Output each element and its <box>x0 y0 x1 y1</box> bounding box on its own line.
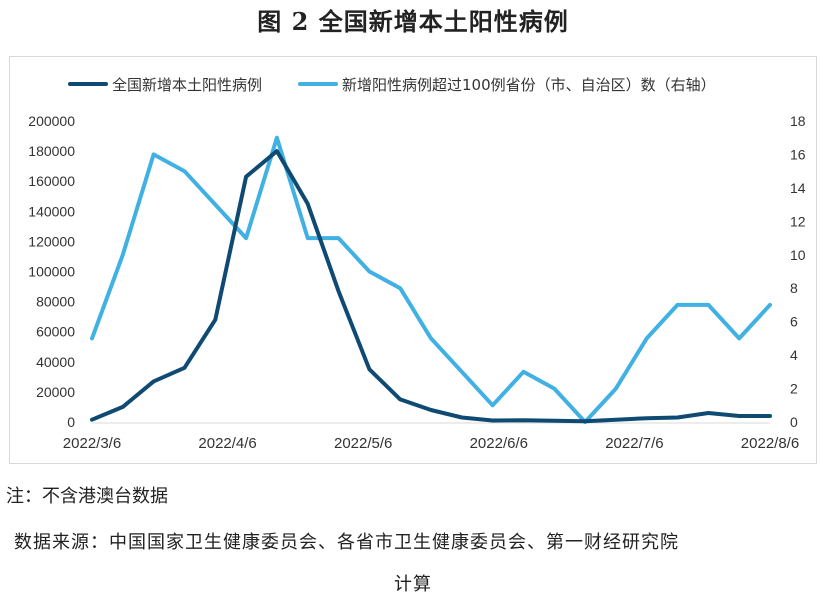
y-right-tick-label: 12 <box>790 213 806 229</box>
y-right-tick-label: 16 <box>790 146 806 162</box>
source-note: 数据来源：中国国家卫生健康委员会、各省市卫生健康委员会、第一财经研究院 <box>14 532 679 553</box>
x-tick-label: 2022/5/6 <box>334 435 392 452</box>
legend-item-provinces-over-100-label: 新增阳性病例超过100例省份（市、自治区）数（右轴） <box>342 76 716 94</box>
chart-frame <box>9 56 817 464</box>
x-tick-label: 2022/3/6 <box>63 435 121 452</box>
y-left-tick-label: 100000 <box>28 264 75 280</box>
y-left-tick-label: 200000 <box>28 113 75 129</box>
y-right-tick-label: 10 <box>790 247 806 263</box>
x-tick-label: 2022/8/6 <box>741 435 799 452</box>
y-right-tick-label: 14 <box>790 180 806 196</box>
y-right-tick-label: 18 <box>790 113 806 129</box>
y-left-tick-label: 0 <box>67 414 75 430</box>
x-tick-label: 2022/6/6 <box>470 435 528 452</box>
y-left-tick-label: 40000 <box>36 354 75 370</box>
y-right-tick-label: 0 <box>790 414 798 430</box>
line-chart: 0 20000 40000 60000 80000 100000 120000 140000 1… <box>28 76 806 452</box>
y-right-tick-label: 8 <box>790 280 798 296</box>
footnote: 注：不含港澳台数据 <box>6 486 168 507</box>
legend-item-national-cases-label: 全国新增本土阳性病例 <box>112 76 262 94</box>
x-tick-label: 2022/7/6 <box>605 435 663 452</box>
series-line-provinces-over-100 <box>90 135 772 424</box>
y-right-tick-label: 4 <box>790 347 798 363</box>
y-left-tick-label: 60000 <box>36 324 75 340</box>
source-note-continued: 计算 <box>394 574 432 595</box>
y-left-tick-label: 20000 <box>36 384 75 400</box>
y-right-tick-label: 6 <box>790 314 798 330</box>
y-right-tick-label: 2 <box>790 381 798 397</box>
y-left-tick-label: 140000 <box>28 203 75 219</box>
series-line-national-cases <box>90 149 772 424</box>
x-tick-label: 2022/4/6 <box>198 435 256 452</box>
y-left-tick-label: 180000 <box>28 143 75 159</box>
chart-title: 图 2 全国新增本土阳性病例 <box>257 7 569 36</box>
y-left-tick-label: 160000 <box>28 173 75 189</box>
y-left-tick-label: 120000 <box>28 233 75 249</box>
y-left-tick-label: 80000 <box>36 294 75 310</box>
